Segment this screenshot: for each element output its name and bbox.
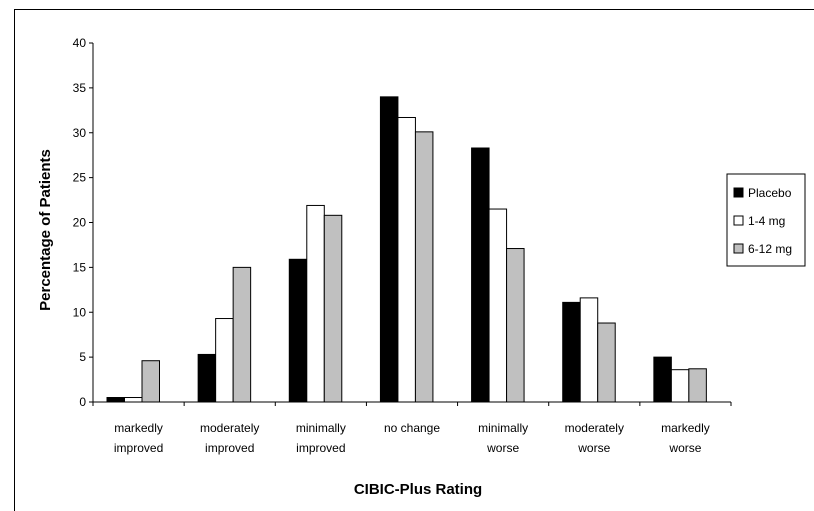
y-tick-label: 40 bbox=[73, 36, 87, 50]
bar-6-12-mg-4 bbox=[506, 248, 525, 403]
bar-placebo-0 bbox=[106, 397, 125, 403]
y-tick-label: 35 bbox=[73, 81, 87, 95]
bar-1-4-mg-0 bbox=[124, 397, 143, 403]
y-tick-label: 5 bbox=[79, 350, 86, 364]
x-category-label: moderately improved bbox=[200, 421, 259, 455]
y-tick-label: 15 bbox=[73, 260, 87, 274]
bar-1-4-mg-3 bbox=[397, 116, 416, 403]
bar-6-12-mg-0 bbox=[141, 360, 160, 403]
x-category-label: minimally improved bbox=[296, 421, 346, 455]
x-category-label: moderately worse bbox=[565, 421, 624, 455]
bar-1-4-mg-6 bbox=[670, 369, 690, 403]
y-tick-label: 0 bbox=[79, 395, 86, 409]
bar-placebo-4 bbox=[471, 147, 490, 403]
x-category-label: minimally worse bbox=[478, 421, 528, 455]
bar-placebo-3 bbox=[379, 96, 399, 403]
legend-label: 6-12 mg bbox=[748, 242, 792, 256]
legend: Placebo 1-4 mg 6-12 mg bbox=[726, 173, 806, 267]
bar-6-12-mg-6 bbox=[688, 368, 707, 403]
x-category-label: markedly improved bbox=[114, 421, 163, 455]
bar-placebo-5 bbox=[562, 301, 581, 403]
legend-swatch bbox=[733, 215, 744, 226]
x-axis-title: CIBIC-Plus Rating bbox=[354, 481, 482, 498]
bar-placebo-1 bbox=[197, 353, 217, 403]
bar-1-4-mg-5 bbox=[579, 297, 599, 403]
legend-swatch bbox=[733, 187, 744, 198]
y-tick-label: 10 bbox=[73, 305, 87, 319]
bar-6-12-mg-5 bbox=[597, 322, 616, 403]
y-axis-title: Percentage of Patients bbox=[37, 149, 54, 311]
x-category-label: no change bbox=[384, 421, 440, 435]
y-tick-label: 25 bbox=[73, 171, 87, 185]
y-tick-label: 30 bbox=[73, 126, 87, 140]
legend-label: 1-4 mg bbox=[748, 214, 785, 228]
bar-6-12-mg-2 bbox=[323, 214, 343, 403]
bar-1-4-mg-4 bbox=[488, 208, 508, 403]
bar-placebo-2 bbox=[288, 258, 308, 403]
bar-1-4-mg-1 bbox=[215, 318, 234, 403]
bar-1-4-mg-2 bbox=[306, 204, 325, 403]
y-tick-label: 20 bbox=[73, 216, 87, 230]
x-category-label: markedly worse bbox=[661, 421, 710, 455]
legend-swatch bbox=[733, 243, 744, 254]
plot-area: 0 5 10 15 20 25 30 35 40 markedly improved moderate… bbox=[73, 36, 732, 455]
bar-6-12-mg-3 bbox=[414, 131, 434, 403]
bar-6-12-mg-1 bbox=[232, 266, 252, 403]
bar-placebo-6 bbox=[653, 356, 672, 403]
legend-label: Placebo bbox=[748, 186, 792, 200]
